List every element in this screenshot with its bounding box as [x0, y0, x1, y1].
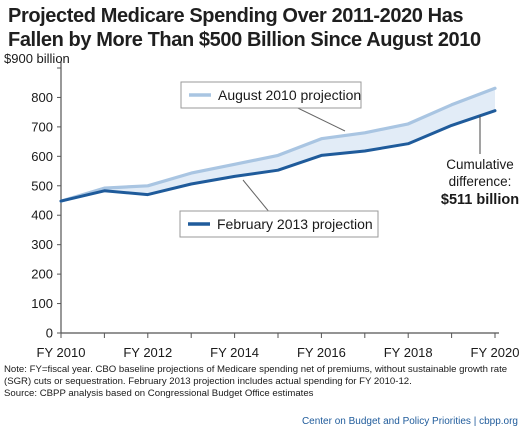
x-tick-label: FY 2012 — [123, 345, 172, 360]
annotation-line: difference: — [449, 174, 512, 189]
x-tick-label: FY 2018 — [384, 345, 433, 360]
footnotes: Note: FY=fiscal year. CBO baseline proje… — [4, 364, 520, 400]
cumulative-difference-annotation: Cumulative difference: $511 billion — [441, 115, 519, 208]
y-tick-label: 100 — [31, 296, 53, 311]
annotation-line: Cumulative — [446, 157, 514, 172]
y-tick-label: $900 billion — [4, 51, 70, 66]
note-text: Note: FY=fiscal year. CBO baseline proje… — [4, 364, 508, 387]
source-text: Source: CBPP analysis based on Congressi… — [4, 388, 314, 399]
legend-february-2013-box — [179, 210, 379, 238]
february-2013-projection-line — [59, 109, 497, 203]
y-tick-label: 700 — [31, 119, 53, 134]
credit-line: Center on Budget and Policy Priorities |… — [301, 416, 518, 427]
x-tick-label: FY 2016 — [297, 345, 346, 360]
y-tick-label: 600 — [31, 149, 53, 164]
august-2010-projection-line — [59, 86, 497, 203]
axes: $900 billion 800 700 600 500 400 300 200 100 0 FY … — [4, 51, 519, 360]
legend-august-2010-label: August 2010 projection — [218, 87, 361, 103]
chart-title: Projected Medicare Spending Over 2011-20… — [8, 5, 481, 51]
y-tick-label: 500 — [31, 178, 53, 193]
y-tick-label: 400 — [31, 208, 53, 223]
y-tick-label: 200 — [31, 267, 53, 282]
x-tick-label: FY 2014 — [210, 345, 259, 360]
legend: August 2010 projection February 2013 proj… — [179, 81, 379, 238]
series-lines — [59, 86, 497, 203]
legend-february-2013-label: February 2013 projection — [217, 216, 373, 232]
y-tick-label: 300 — [31, 237, 53, 252]
x-tick-label: FY 2010 — [37, 345, 86, 360]
y-tick-label: 0 — [46, 326, 53, 341]
y-tick-label: 800 — [31, 90, 53, 105]
x-tick-label: FY 2020 — [471, 345, 520, 360]
annotation-value: $511 billion — [441, 192, 519, 208]
